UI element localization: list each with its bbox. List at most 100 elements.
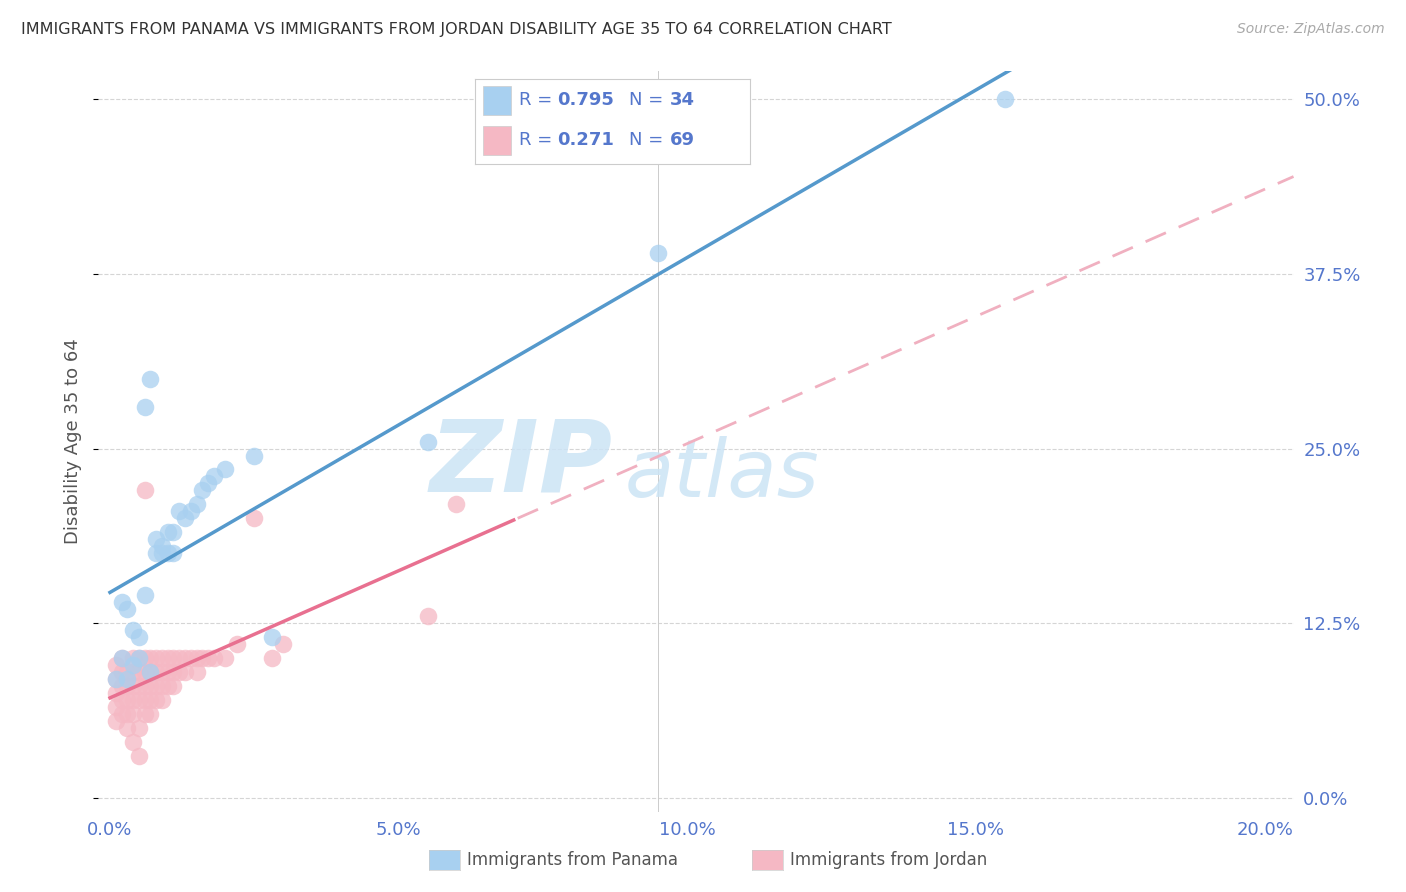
Point: [174, 511, 197, 525]
Point: [162, 525, 184, 540]
Point: [186, 651, 208, 665]
Text: Immigrants from Jordan: Immigrants from Jordan: [790, 851, 987, 869]
Point: [156, 679, 179, 693]
Point: [145, 679, 167, 693]
Point: [128, 748, 150, 763]
Point: [167, 504, 190, 518]
Point: [156, 665, 179, 679]
Point: [104, 658, 127, 673]
Point: [260, 630, 283, 644]
Point: [128, 630, 150, 644]
Point: [162, 651, 184, 665]
Point: [186, 497, 208, 511]
Point: [150, 651, 173, 665]
Point: [139, 372, 162, 386]
Point: [180, 504, 202, 518]
Point: [150, 665, 173, 679]
Point: [145, 651, 167, 665]
Point: [110, 679, 132, 693]
Point: [145, 546, 167, 560]
Point: [197, 476, 219, 491]
Point: [416, 434, 439, 449]
Point: [110, 665, 132, 679]
Point: [416, 609, 439, 624]
Point: [167, 651, 190, 665]
Point: [104, 672, 127, 686]
Point: [117, 665, 139, 679]
Point: [128, 651, 150, 665]
Text: Immigrants from Panama: Immigrants from Panama: [467, 851, 678, 869]
Point: [186, 665, 208, 679]
Point: [150, 679, 173, 693]
Point: [134, 693, 156, 707]
Point: [145, 665, 167, 679]
Point: [156, 651, 179, 665]
Point: [139, 706, 162, 721]
Point: [128, 665, 150, 679]
Text: IMMIGRANTS FROM PANAMA VS IMMIGRANTS FROM JORDAN DISABILITY AGE 35 TO 64 CORRELA: IMMIGRANTS FROM PANAMA VS IMMIGRANTS FRO…: [21, 22, 891, 37]
Point: [110, 595, 132, 609]
Point: [139, 679, 162, 693]
Point: [139, 665, 162, 679]
Point: [134, 651, 156, 665]
Text: ZIP: ZIP: [429, 416, 613, 512]
Point: [134, 706, 156, 721]
Point: [117, 679, 139, 693]
Point: [110, 706, 132, 721]
Point: [162, 546, 184, 560]
Point: [174, 651, 197, 665]
Point: [122, 735, 145, 749]
Point: [134, 588, 156, 602]
Point: [197, 651, 219, 665]
Point: [162, 665, 184, 679]
Point: [117, 602, 139, 616]
Point: [110, 651, 132, 665]
Point: [150, 693, 173, 707]
Point: [150, 546, 173, 560]
Point: [446, 497, 468, 511]
Point: [271, 637, 294, 651]
Point: [128, 679, 150, 693]
Point: [117, 721, 139, 735]
Point: [134, 483, 156, 498]
Point: [134, 679, 156, 693]
Point: [117, 706, 139, 721]
Point: [122, 623, 145, 637]
Point: [122, 665, 145, 679]
Point: [117, 672, 139, 686]
Point: [139, 651, 162, 665]
Text: Source: ZipAtlas.com: Source: ZipAtlas.com: [1237, 22, 1385, 37]
Point: [122, 706, 145, 721]
Point: [128, 693, 150, 707]
Point: [122, 679, 145, 693]
Point: [145, 533, 167, 547]
Point: [145, 693, 167, 707]
Point: [104, 686, 127, 700]
Point: [174, 665, 197, 679]
Point: [202, 469, 225, 483]
Point: [167, 665, 190, 679]
Point: [214, 462, 236, 476]
Point: [110, 651, 132, 665]
Point: [134, 400, 156, 414]
Point: [110, 693, 132, 707]
Point: [162, 679, 184, 693]
Point: [117, 693, 139, 707]
Point: [104, 672, 127, 686]
Point: [994, 92, 1017, 106]
Point: [191, 651, 214, 665]
Point: [180, 651, 202, 665]
Point: [260, 651, 283, 665]
Point: [104, 714, 127, 728]
Point: [191, 483, 214, 498]
Point: [128, 721, 150, 735]
Y-axis label: Disability Age 35 to 64: Disability Age 35 to 64: [65, 339, 83, 544]
Point: [214, 651, 236, 665]
Point: [202, 651, 225, 665]
Text: atlas: atlas: [624, 436, 820, 514]
Point: [226, 637, 249, 651]
Point: [122, 658, 145, 673]
Point: [104, 700, 127, 714]
Point: [150, 539, 173, 553]
Point: [139, 693, 162, 707]
